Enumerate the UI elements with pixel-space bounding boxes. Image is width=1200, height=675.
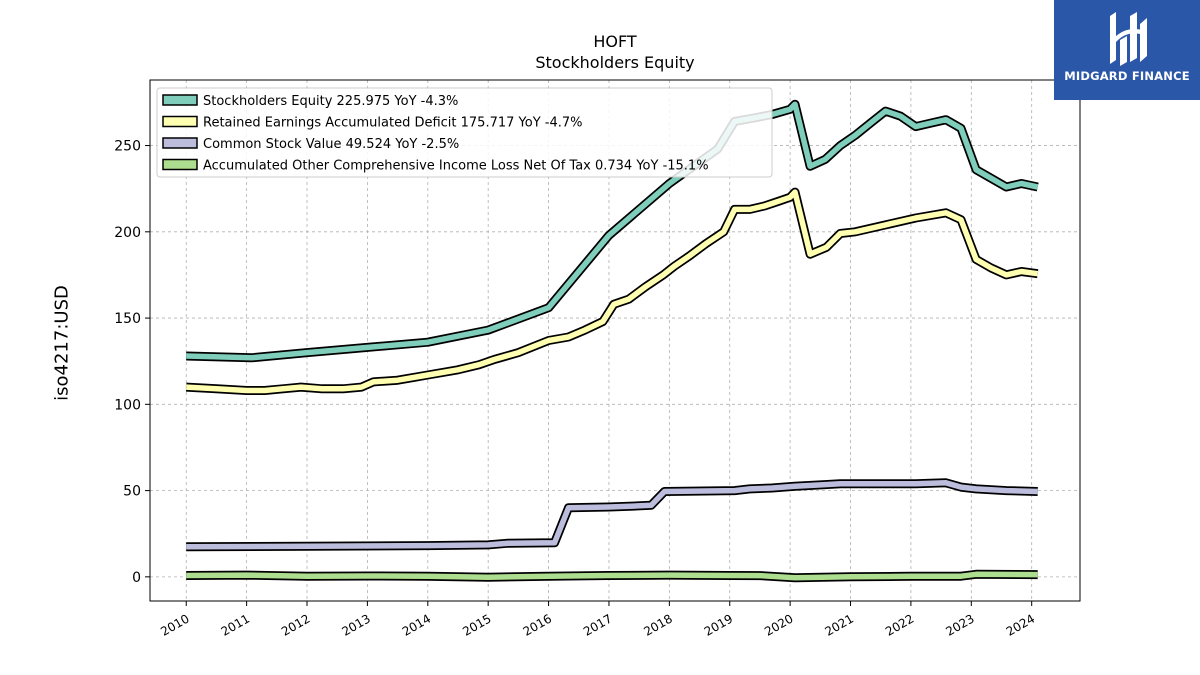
- y-tick-label: 100: [114, 397, 141, 413]
- x-tick-label: 2021: [823, 611, 856, 638]
- logo-text: MIDGARD FINANCE: [1064, 69, 1190, 83]
- legend-box: [156, 87, 773, 178]
- x-tick-label: 2014: [400, 611, 433, 638]
- series-line: [186, 189, 1039, 394]
- series-line: [186, 571, 1038, 581]
- chart-title: HOFT: [593, 32, 637, 51]
- x-tick-label: 2010: [158, 611, 191, 638]
- legend-swatch: [162, 137, 198, 149]
- x-tick-label: 2015: [460, 611, 493, 638]
- legend-swatch: [162, 158, 198, 171]
- x-tick-label: 2018: [641, 611, 674, 638]
- x-tick-label: 2013: [339, 611, 372, 638]
- x-tick-label: 2023: [943, 611, 976, 638]
- x-tick-label: 2024: [1004, 611, 1037, 638]
- x-tick-label: 2020: [762, 611, 795, 638]
- legend-label: Stockholders Equity 225.975 YoY -4.3%: [203, 94, 458, 109]
- logo-mark-icon: [1110, 12, 1147, 66]
- y-tick-label: 150: [114, 311, 141, 327]
- legend-swatch: [162, 115, 198, 128]
- y-tick-label: 50: [123, 484, 141, 500]
- plot-frame: [149, 79, 1081, 602]
- legend-label: Accumulated Other Comprehensive Income L…: [203, 159, 709, 174]
- x-tick-label: 2011: [219, 611, 252, 638]
- y-tick-label: 200: [114, 225, 141, 241]
- legend-label: Common Stock Value 49.524 YoY -2.5%: [203, 137, 459, 152]
- x-tick-label: 2022: [883, 611, 916, 638]
- midgard-finance-logo: MIDGARD FINANCE: [1054, 0, 1200, 100]
- chart-subtitle: Stockholders Equity: [535, 53, 695, 72]
- x-tick-label: 2017: [581, 611, 614, 638]
- series-line: [186, 480, 1038, 550]
- x-tick-label: 2016: [521, 611, 554, 638]
- x-tick-label: 2019: [702, 611, 735, 638]
- series-line: [186, 101, 1039, 361]
- y-tick-label: 250: [114, 139, 141, 155]
- x-tick-label: 2012: [279, 611, 312, 638]
- legend-swatch: [162, 94, 198, 106]
- legend-label: Retained Earnings Accumulated Deficit 17…: [203, 116, 582, 131]
- y-tick-label: 0: [132, 570, 141, 586]
